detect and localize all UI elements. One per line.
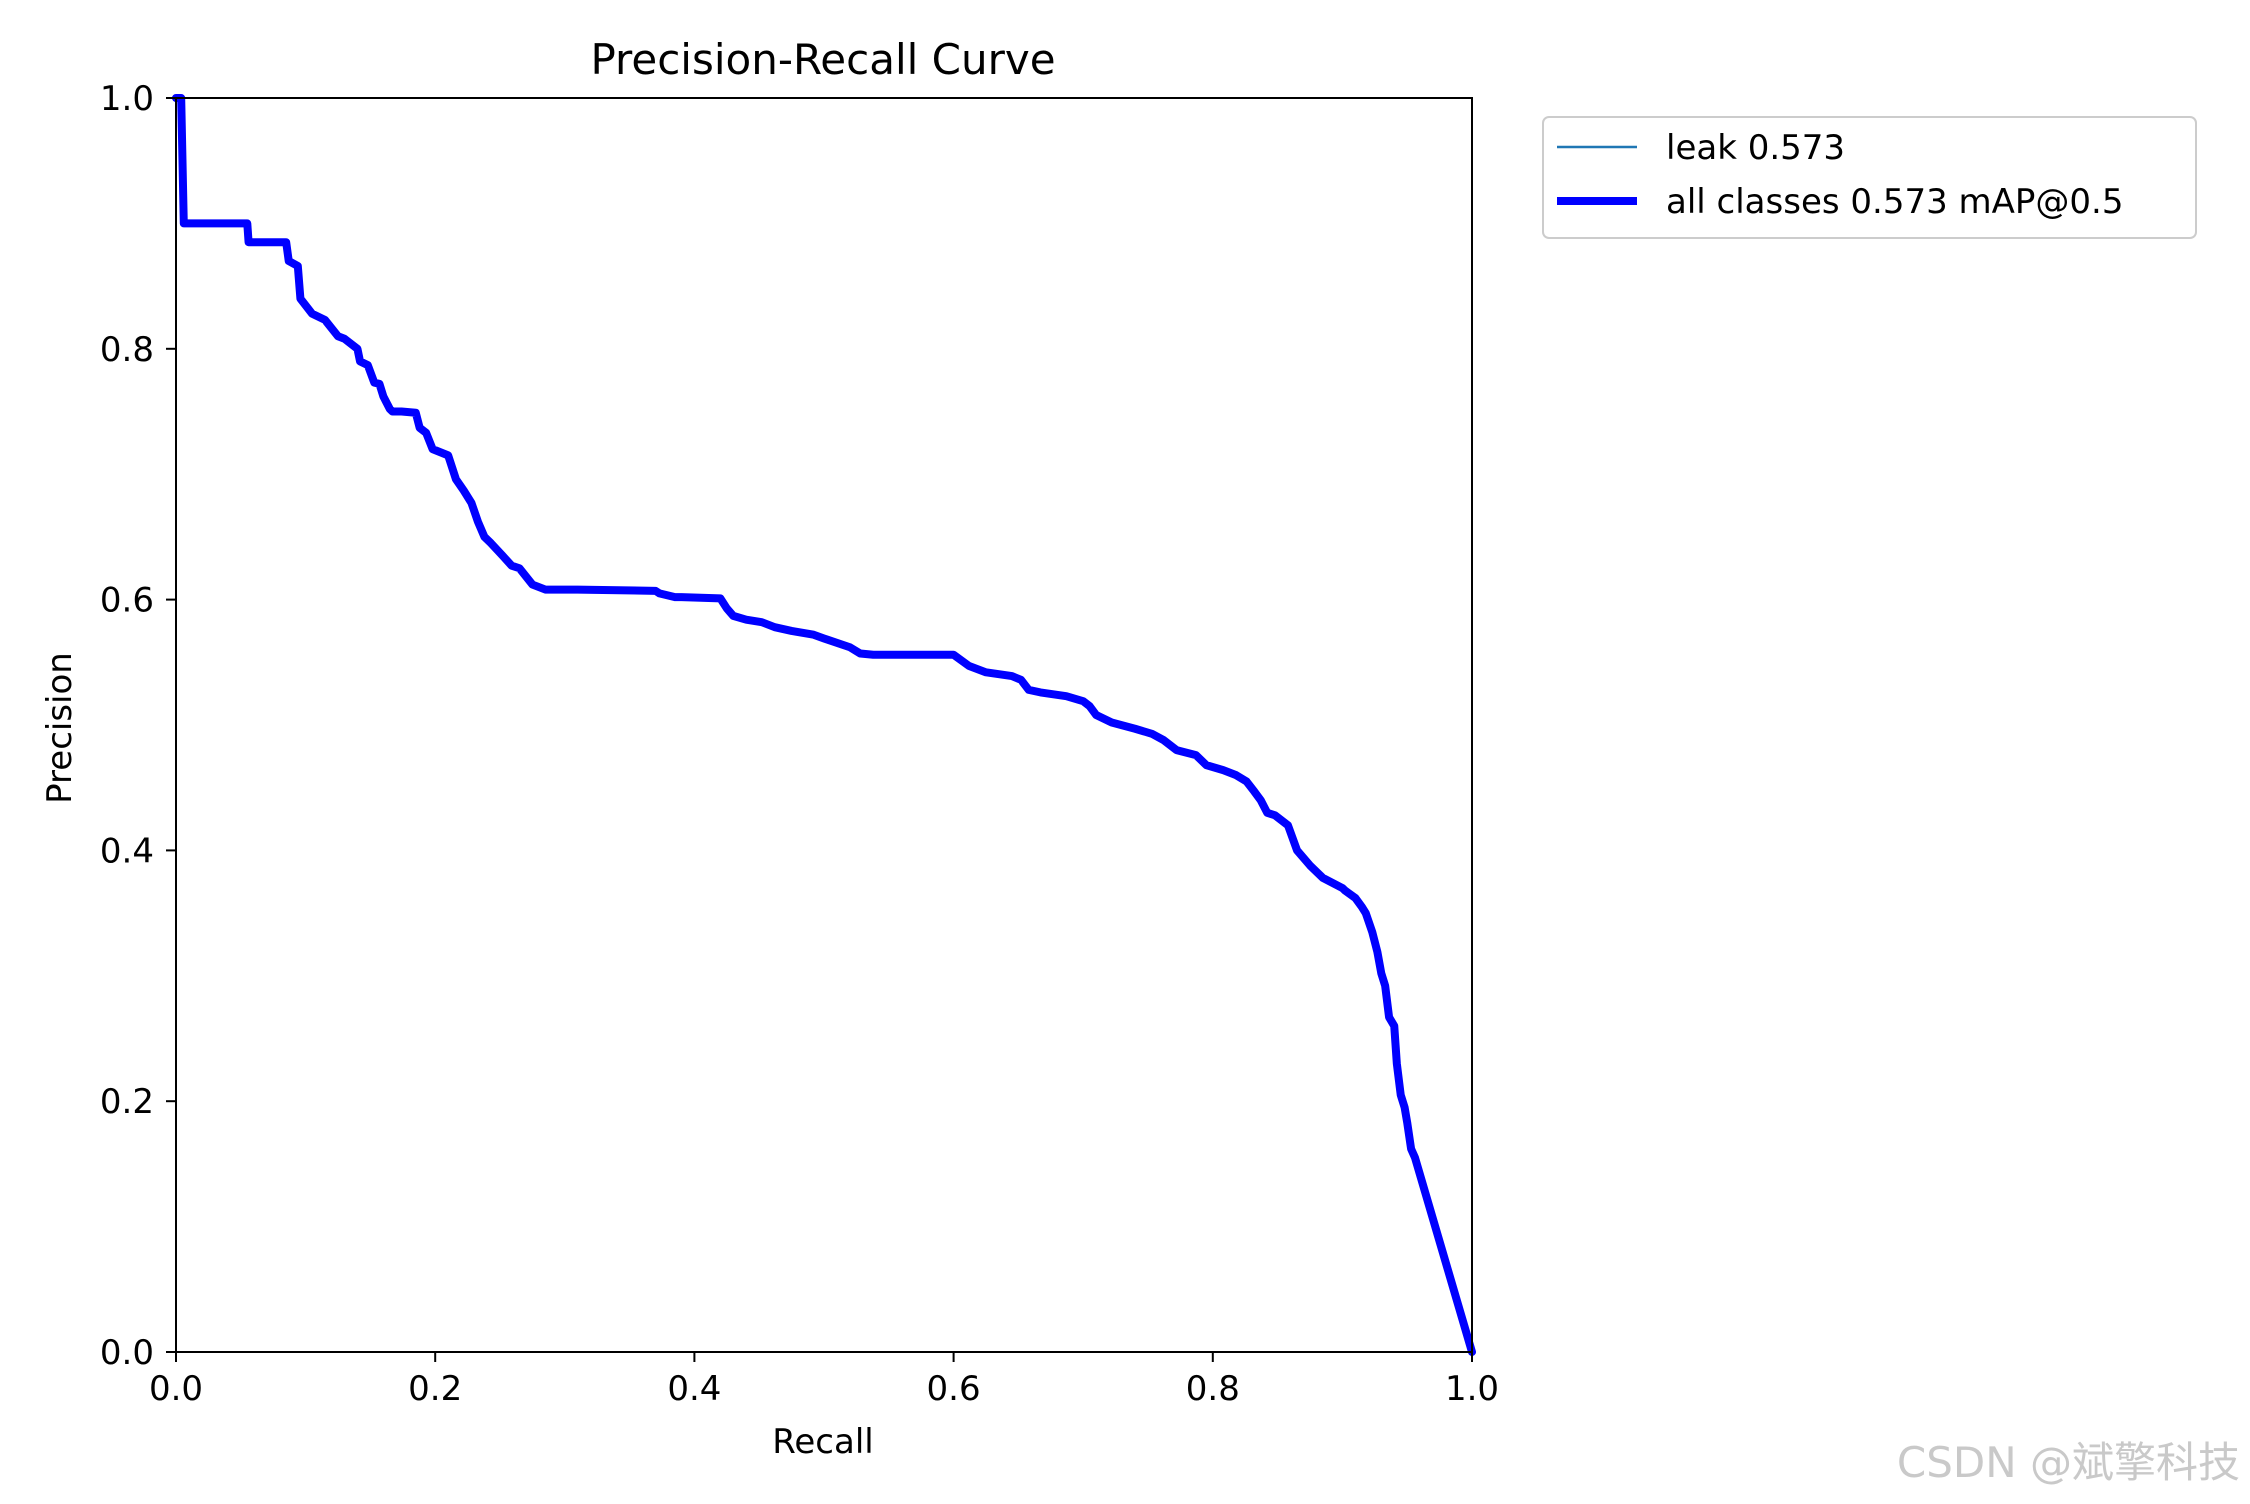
x-tick-label: 0.8 <box>1186 1369 1240 1409</box>
y-axis-label: Precision <box>40 652 80 804</box>
legend-label-leak: leak 0.573 <box>1666 128 1845 168</box>
x-tick-label: 1.0 <box>1445 1369 1499 1409</box>
series-line-all-classes <box>172 94 1476 1356</box>
plot-frame <box>175 97 1473 1353</box>
legend: leak 0.573 all classes 0.573 mAP@0.5 <box>1542 116 2197 239</box>
plot-area <box>172 94 1476 1356</box>
y-axis: 0.0 0.2 0.4 0.6 0.8 1.0 <box>100 79 176 1373</box>
legend-frame <box>1542 116 2197 239</box>
x-axis-label: Recall <box>772 1422 873 1462</box>
watermark-text: CSDN @斌擎科技 <box>1896 1438 2240 1487</box>
y-tick-label: 0.4 <box>100 831 154 871</box>
y-tick-label: 1.0 <box>100 79 154 119</box>
x-tick-label: 0.0 <box>149 1369 203 1409</box>
chart-title: Precision-Recall Curve <box>590 35 1055 84</box>
y-tick-label: 0.6 <box>100 581 154 621</box>
y-tick-label: 0.8 <box>100 330 154 370</box>
legend-label-all-classes: all classes 0.573 mAP@0.5 <box>1666 182 2123 222</box>
y-tick-label: 0.0 <box>100 1333 154 1373</box>
x-tick-label: 0.2 <box>408 1369 462 1409</box>
x-tick-label: 0.4 <box>667 1369 721 1409</box>
y-tick-label: 0.2 <box>100 1082 154 1122</box>
x-tick-label: 0.6 <box>927 1369 981 1409</box>
x-axis: 0.0 0.2 0.4 0.6 0.8 1.0 <box>149 1352 1499 1409</box>
